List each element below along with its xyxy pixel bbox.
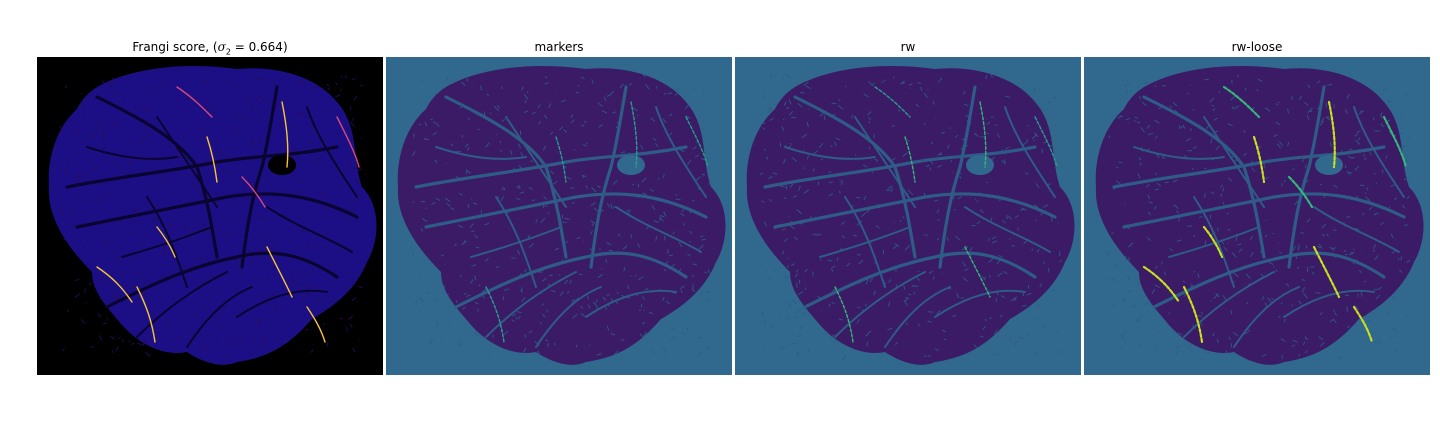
rw-loose-image bbox=[1084, 57, 1430, 375]
rw-image bbox=[735, 57, 1081, 375]
title-prefix: Frangi score, ( bbox=[132, 40, 218, 54]
panel-title: rw-loose bbox=[1231, 40, 1283, 54]
panel-rw: rw bbox=[735, 38, 1081, 375]
sigma-symbol: σ bbox=[217, 40, 226, 54]
sigma-subscript: 2 bbox=[225, 47, 231, 57]
panel-title: rw bbox=[900, 40, 916, 54]
panel-title: Frangi score, (σ2 = 0.664) bbox=[37, 38, 383, 57]
markers-image-canvas bbox=[386, 57, 732, 375]
panel-title: markers bbox=[534, 40, 584, 54]
title-suffix: = 0.664) bbox=[230, 40, 288, 54]
panel-frangi: Frangi score, (σ2 = 0.664) bbox=[37, 38, 383, 375]
markers-image bbox=[386, 57, 732, 375]
rw-image-canvas bbox=[735, 57, 1081, 375]
panel-markers: markers bbox=[386, 38, 732, 375]
frangi-image bbox=[37, 57, 383, 375]
frangi-image-canvas bbox=[37, 57, 383, 375]
panel-rw-loose: rw-loose bbox=[1084, 38, 1430, 375]
rw-loose-image-canvas bbox=[1084, 57, 1430, 375]
